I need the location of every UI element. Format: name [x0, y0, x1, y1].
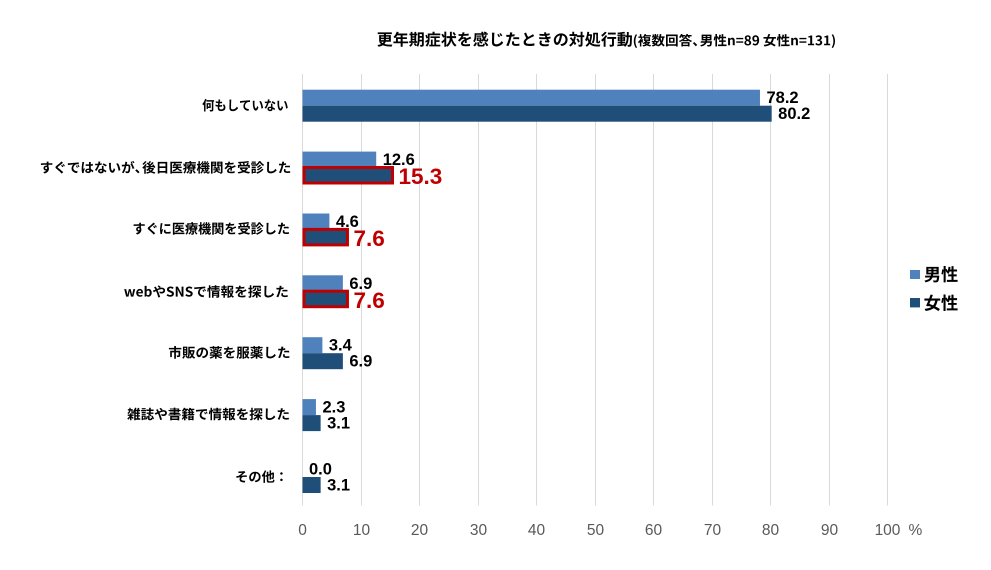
svg-text:%: %	[909, 522, 923, 539]
svg-text:10: 10	[353, 522, 371, 539]
svg-text:20: 20	[411, 522, 429, 539]
svg-text:78.2: 78.2	[766, 89, 798, 107]
svg-text:4.6: 4.6	[336, 213, 359, 231]
svg-text:70: 70	[704, 522, 722, 539]
svg-text:30: 30	[470, 522, 488, 539]
svg-text:6.9: 6.9	[349, 353, 372, 371]
svg-text:80: 80	[762, 522, 780, 539]
svg-text:100: 100	[875, 522, 901, 539]
svg-text:3.1: 3.1	[327, 415, 350, 433]
svg-text:6.9: 6.9	[349, 275, 372, 293]
svg-text:50: 50	[587, 522, 605, 539]
svg-text:90: 90	[821, 522, 839, 539]
svg-text:0: 0	[298, 522, 307, 539]
svg-text:3.4: 3.4	[329, 337, 353, 355]
svg-text:12.6: 12.6	[383, 151, 415, 169]
svg-text:40: 40	[528, 522, 546, 539]
svg-text:60: 60	[645, 522, 663, 539]
svg-text:0.0: 0.0	[309, 461, 332, 479]
svg-text:7.6: 7.6	[353, 288, 384, 313]
svg-text:3.1: 3.1	[327, 477, 350, 495]
svg-text:15.3: 15.3	[399, 164, 443, 189]
svg-text:7.6: 7.6	[353, 226, 384, 251]
svg-text:2.3: 2.3	[322, 399, 345, 417]
svg-text:80.2: 80.2	[778, 105, 810, 123]
